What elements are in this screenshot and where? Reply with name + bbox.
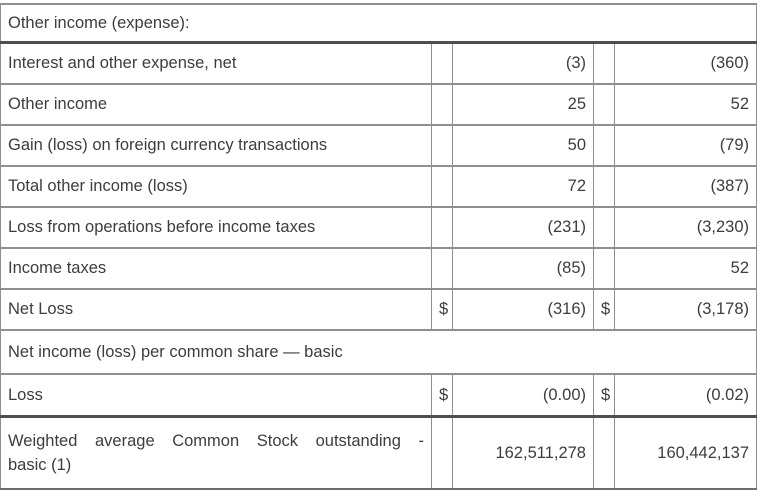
income-statement-table: Other income (expense): Interest and oth… <box>0 3 757 490</box>
section-label: Other income (expense): <box>0 3 757 44</box>
row-label-cell: Weighted average Common Stock outstandin… <box>0 415 432 490</box>
table-row-loss-per-share: Loss $ (0.00) $ (0.02) <box>0 373 757 418</box>
value-cell-period1: (0.00) <box>452 373 594 418</box>
value-cell-period1: (3) <box>452 41 594 85</box>
currency-cell <box>431 41 453 85</box>
currency-cell <box>593 124 615 167</box>
currency-cell <box>431 206 453 249</box>
section-row-other-income-expense: Other income (expense): <box>0 3 757 44</box>
value-cell-period1: (85) <box>452 247 594 290</box>
currency-symbol-cell: $ <box>431 373 453 418</box>
value-cell-period2: (0.02) <box>613 373 757 418</box>
value-cell-period2: 52 <box>613 83 757 126</box>
currency-symbol-cell: $ <box>593 288 615 331</box>
value-cell-period2: 160,442,137 <box>613 415 757 490</box>
row-label-cell: Loss from operations before income taxes <box>0 206 432 249</box>
currency-cell <box>431 415 453 490</box>
value-cell-period2: (387) <box>613 165 757 208</box>
value-cell-period1: 50 <box>452 124 594 167</box>
table-body: Other income (expense): Interest and oth… <box>0 3 757 490</box>
row-label-cell: Loss <box>0 373 432 418</box>
section-label: Net income (loss) per common share — bas… <box>0 329 757 375</box>
currency-cell <box>431 83 453 126</box>
row-label-line1: Weighted average Common Stock outstandin… <box>8 432 424 450</box>
table-row-total-other-income: Total other income (loss) 72 (387) <box>0 165 757 208</box>
table-row-other-income: Other income 25 52 <box>0 83 757 126</box>
section-row-per-share-basic: Net income (loss) per common share — bas… <box>0 329 757 375</box>
row-label-cell: Other income <box>0 83 432 126</box>
table-row-interest-expense: Interest and other expense, net (3) (360… <box>0 41 757 85</box>
value-cell-period2: (360) <box>613 41 757 85</box>
currency-symbol-cell: $ <box>431 288 453 331</box>
row-label-cell: Total other income (loss) <box>0 165 432 208</box>
currency-cell <box>593 165 615 208</box>
currency-cell <box>431 247 453 290</box>
table-row-fx-gain-loss: Gain (loss) on foreign currency transact… <box>0 124 757 167</box>
currency-cell <box>593 41 615 85</box>
value-cell-period2: (3,178) <box>613 288 757 331</box>
table-row-net-loss: Net Loss $ (316) $ (3,178) <box>0 288 757 331</box>
currency-cell <box>431 124 453 167</box>
row-label-cell: Interest and other expense, net <box>0 41 432 85</box>
row-label-line2: basic (1) <box>8 456 72 474</box>
value-cell-period1: 162,511,278 <box>452 415 594 490</box>
value-cell-period1: (316) <box>452 288 594 331</box>
table-row-weighted-average-shares: Weighted average Common Stock outstandin… <box>0 415 757 490</box>
table-row-loss-before-taxes: Loss from operations before income taxes… <box>0 206 757 249</box>
value-cell-period2: 52 <box>613 247 757 290</box>
currency-cell <box>593 83 615 126</box>
value-cell-period2: (79) <box>613 124 757 167</box>
currency-cell <box>593 247 615 290</box>
currency-symbol-cell: $ <box>593 373 615 418</box>
value-cell-period1: 72 <box>452 165 594 208</box>
value-cell-period1: 25 <box>452 83 594 126</box>
value-cell-period2: (3,230) <box>613 206 757 249</box>
currency-cell <box>593 206 615 249</box>
table-row-income-taxes: Income taxes (85) 52 <box>0 247 757 290</box>
row-label-cell: Income taxes <box>0 247 432 290</box>
value-cell-period1: (231) <box>452 206 594 249</box>
row-label-cell: Gain (loss) on foreign currency transact… <box>0 124 432 167</box>
row-label-cell: Net Loss <box>0 288 432 331</box>
currency-cell <box>593 415 615 490</box>
currency-cell <box>431 165 453 208</box>
